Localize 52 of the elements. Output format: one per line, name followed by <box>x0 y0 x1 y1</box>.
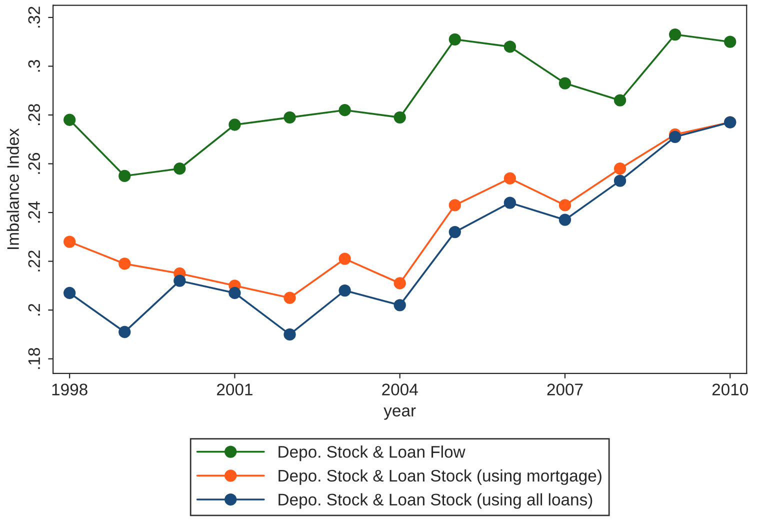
y-tick-label: .24 <box>28 201 40 223</box>
point <box>394 111 406 124</box>
x-tick-label: 2004 <box>382 384 418 396</box>
point <box>614 162 626 175</box>
point <box>448 226 461 238</box>
legend-label: Depo. Stock & Loan Stock (using all loans) <box>278 493 592 509</box>
point <box>174 162 186 175</box>
point <box>118 170 131 182</box>
point <box>724 36 736 48</box>
point <box>338 252 351 265</box>
x-tick-label: 2007 <box>547 384 583 396</box>
point <box>63 114 76 126</box>
legend-label: Depo. Stock & Loan Stock (using mortgage) <box>278 469 602 485</box>
y-axis-title: Imbalance Index <box>6 128 19 249</box>
point <box>228 286 241 300</box>
y-tick-label: .2 <box>28 304 40 316</box>
point <box>668 28 682 41</box>
point <box>174 274 186 287</box>
point <box>668 130 682 144</box>
point <box>614 94 626 106</box>
y-tick-label: .28 <box>28 104 40 126</box>
point <box>284 292 296 304</box>
y-tick-label: .26 <box>28 152 40 174</box>
point <box>504 196 516 209</box>
point <box>614 174 626 187</box>
y-tick-label: .18 <box>28 348 40 369</box>
x-tick-label: 1998 <box>52 384 88 396</box>
point <box>284 111 296 124</box>
point <box>448 33 461 46</box>
x-tick-label: 2001 <box>217 384 252 396</box>
point <box>338 104 351 116</box>
point <box>558 199 572 212</box>
point <box>504 172 516 184</box>
point <box>63 286 76 300</box>
point <box>228 118 241 131</box>
y-tick-label: .22 <box>28 250 40 272</box>
y-tick-label: .3 <box>28 60 40 72</box>
point <box>63 236 76 248</box>
point <box>338 284 351 297</box>
point <box>558 77 572 90</box>
y-tick-label: .32 <box>28 6 40 28</box>
point <box>118 258 131 270</box>
point <box>118 326 131 338</box>
point <box>558 214 572 226</box>
point <box>284 328 296 341</box>
point <box>394 299 406 312</box>
point <box>394 277 406 290</box>
legend-label: Depo. Stock & Loan Flow <box>278 446 466 462</box>
point <box>504 40 516 53</box>
x-tick-label: 2010 <box>712 384 748 396</box>
point <box>448 199 461 212</box>
x-axis-title: year <box>384 407 416 420</box>
